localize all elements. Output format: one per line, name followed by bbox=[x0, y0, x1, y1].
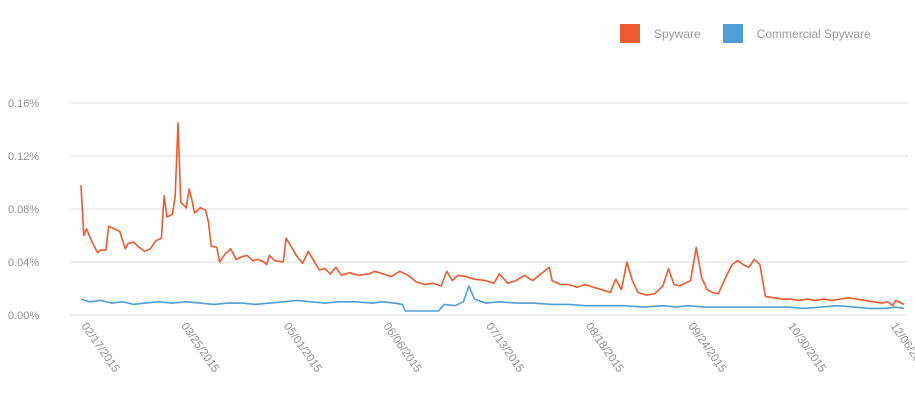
x-tick-label: 08/18/2015 bbox=[583, 321, 626, 375]
chart-legend: Spyware Commercial Spyware bbox=[620, 24, 893, 43]
legend-item-commercial-spyware[interactable]: Commercial Spyware bbox=[722, 24, 871, 43]
x-tick-label: 07/13/2015 bbox=[483, 321, 526, 375]
y-tick-label: 0.08% bbox=[8, 204, 39, 216]
legend-label-commercial-spyware: Commercial Spyware bbox=[756, 26, 871, 41]
x-tick-label: 12/06/2015 bbox=[888, 321, 915, 375]
series-line-spyware[interactable] bbox=[80, 122, 905, 307]
grid-layer: 0.00% 0.04% 0.08% 0.12% 0.16% bbox=[8, 98, 908, 322]
y-tick-label: 0.00% bbox=[8, 310, 39, 322]
series-layer bbox=[80, 122, 905, 312]
y-tick-label: 0.16% bbox=[8, 98, 39, 110]
x-tick-label: 06/06/2015 bbox=[381, 321, 424, 375]
x-tick-label: 03/25/2015 bbox=[178, 321, 221, 375]
x-axis-ticks: 02/17/2015 03/25/2015 05/01/2015 06/06/2015… bbox=[79, 321, 915, 375]
legend-label-spyware: Spyware bbox=[654, 26, 701, 41]
series-line-commercial-spyware[interactable] bbox=[80, 285, 905, 312]
legend-swatch-commercial-spyware bbox=[722, 24, 743, 43]
y-tick-label: 0.04% bbox=[8, 257, 39, 269]
legend-item-spyware[interactable]: Spyware bbox=[620, 24, 701, 43]
legend-swatch-spyware bbox=[620, 24, 640, 43]
x-tick-label: 02/17/2015 bbox=[79, 321, 122, 375]
x-tick-label: 05/01/2015 bbox=[281, 321, 324, 375]
x-tick-label: 09/24/2015 bbox=[685, 321, 728, 375]
x-tick-label: 10/30/2015 bbox=[785, 321, 828, 375]
y-tick-label: 0.12% bbox=[8, 151, 39, 163]
